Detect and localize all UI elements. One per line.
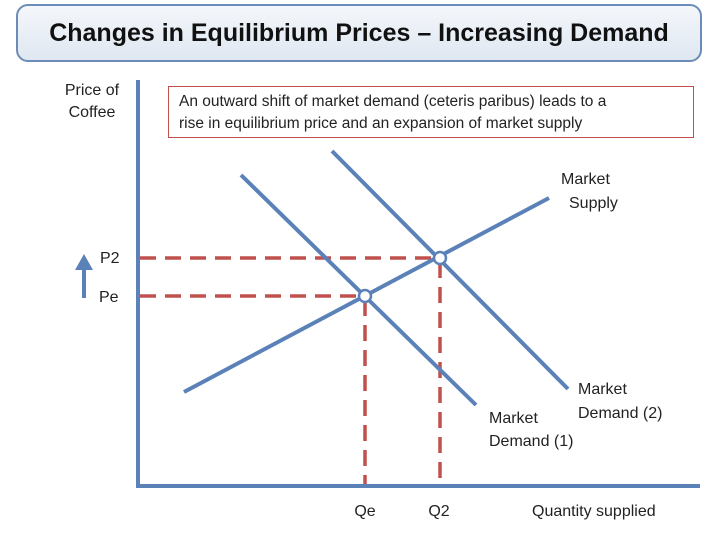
demand-1-label-line-1: Market xyxy=(489,410,538,427)
demand-2-label-line-2: Demand (2) xyxy=(578,405,662,422)
demand-1-label-line-2: Demand (1) xyxy=(489,433,573,450)
supply-label-line-1: Market xyxy=(561,171,610,188)
price-increase-arrow-icon xyxy=(75,254,93,298)
y-axis-label-line-1: Price of xyxy=(65,82,120,99)
diagram-title: Changes in Equilibrium Prices – Increasi… xyxy=(49,18,669,47)
tick-label-qe: Qe xyxy=(354,503,375,520)
annotation-line-1: An outward shift of market demand (ceter… xyxy=(179,93,607,110)
tick-label-pe: Pe xyxy=(99,289,119,306)
equilibrium-point-new xyxy=(432,250,448,266)
y-axis-label-line-2: Coffee xyxy=(69,104,116,121)
demand-2-label-line-1: Market xyxy=(578,381,627,398)
supply-label-line-2: Supply xyxy=(569,195,618,212)
market-demand-1-curve xyxy=(239,173,478,407)
annotation-box: An outward shift of market demand (ceter… xyxy=(168,86,694,138)
equilibrium-point-initial xyxy=(357,288,373,304)
tick-label-p2: P2 xyxy=(100,250,120,267)
title-banner: Changes in Equilibrium Prices – Increasi… xyxy=(16,4,702,62)
tick-label-q2: Q2 xyxy=(428,503,449,520)
market-demand-2-curve xyxy=(330,149,570,391)
x-axis-label: Quantity supplied xyxy=(532,503,656,520)
annotation-line-2: rise in equilibrium price and an expansi… xyxy=(179,115,583,132)
